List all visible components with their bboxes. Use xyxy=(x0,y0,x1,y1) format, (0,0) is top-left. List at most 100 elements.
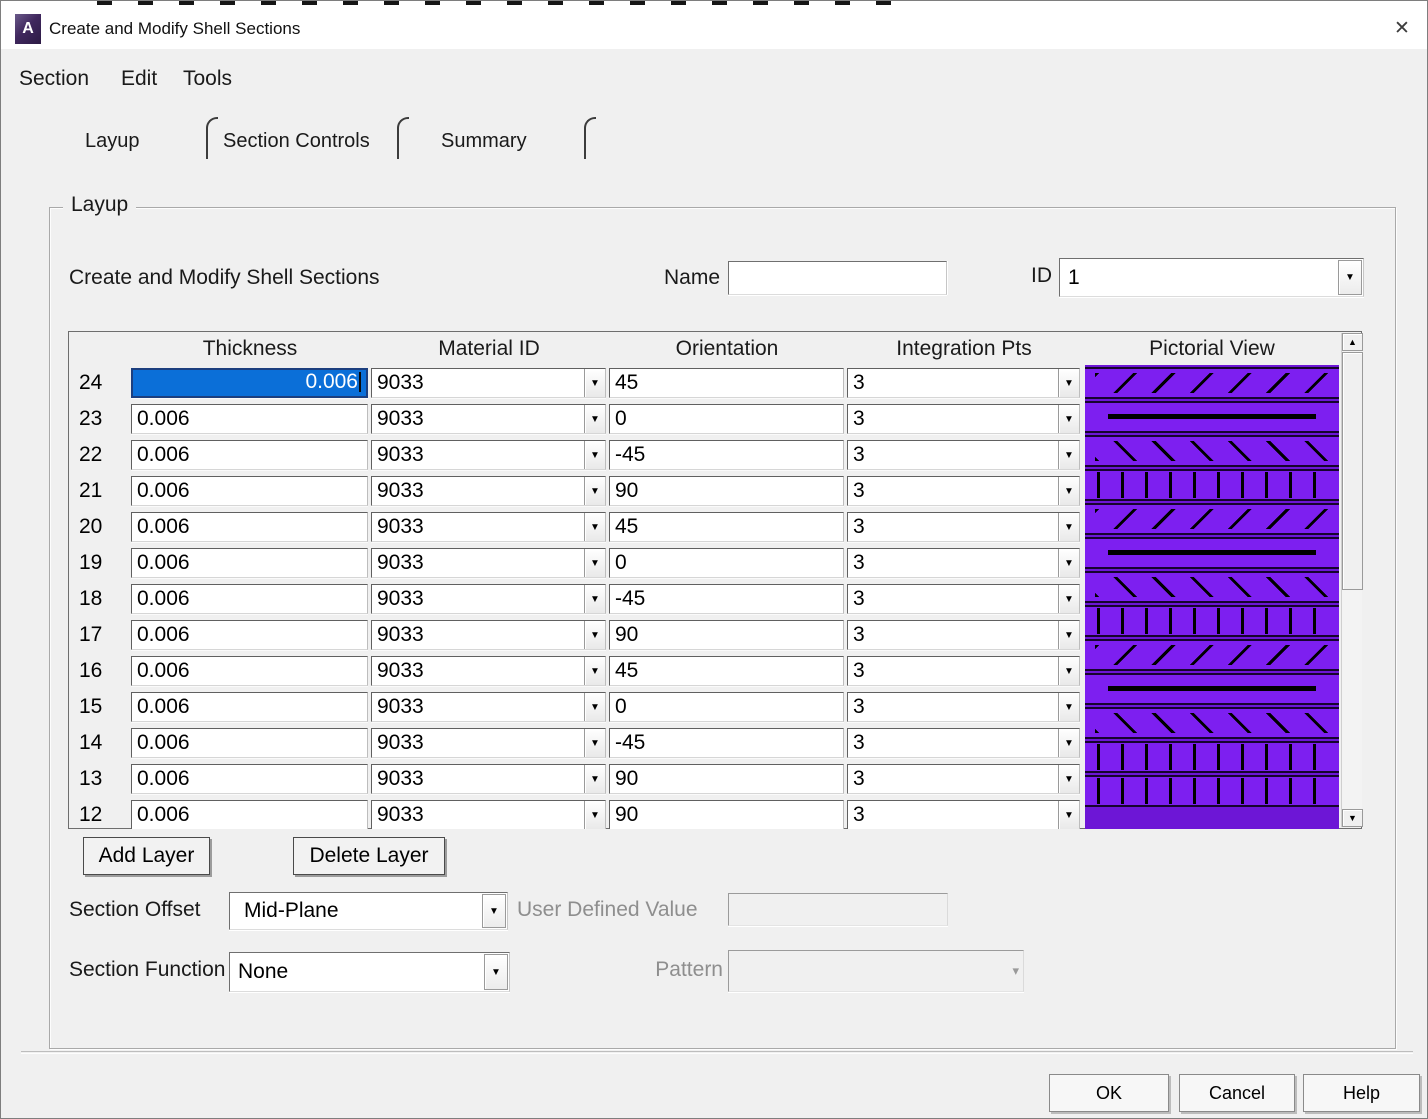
combo-arrow-icon[interactable]: ▼ xyxy=(1058,621,1079,649)
delete-layer-button[interactable]: Delete Layer xyxy=(293,837,445,875)
thickness-field[interactable]: 0.006 xyxy=(131,476,368,506)
orientation-field[interactable]: 90 xyxy=(609,800,844,829)
thickness-field[interactable]: 0.006 xyxy=(131,620,368,650)
cancel-button[interactable]: Cancel xyxy=(1179,1074,1295,1112)
combo-arrow-icon[interactable]: ▼ xyxy=(584,585,605,613)
scrollbar-thumb[interactable] xyxy=(1342,352,1363,590)
menu-item-tools[interactable]: Tools xyxy=(183,67,233,90)
orientation-field[interactable]: 90 xyxy=(609,476,844,506)
combo-arrow-icon[interactable]: ▼ xyxy=(482,894,506,928)
material-id-combobox[interactable]: 9033 ▼ xyxy=(371,656,606,686)
orientation-field[interactable]: 45 xyxy=(609,512,844,542)
combo-arrow-icon[interactable]: ▼ xyxy=(584,477,605,505)
orientation-field[interactable]: 45 xyxy=(609,656,844,686)
integration-pts-combobox[interactable]: 3 ▼ xyxy=(847,800,1080,829)
thickness-field[interactable]: 0.006 xyxy=(131,512,368,542)
material-id-combobox[interactable]: 9033 ▼ xyxy=(371,512,606,542)
integration-pts-combobox[interactable]: 3 ▼ xyxy=(847,584,1080,614)
combo-arrow-icon[interactable]: ▼ xyxy=(584,801,605,829)
tab-layup[interactable]: Layup xyxy=(85,130,140,152)
orientation-field[interactable]: 0 xyxy=(609,404,844,434)
material-id-combobox[interactable]: 9033 ▼ xyxy=(371,764,606,794)
material-id-combobox[interactable]: 9033 ▼ xyxy=(371,584,606,614)
id-combobox[interactable]: 1 ▼ xyxy=(1059,258,1364,297)
combo-arrow-icon[interactable]: ▼ xyxy=(1058,477,1079,505)
thickness-field[interactable]: 0.006 xyxy=(131,584,368,614)
combo-arrow-icon[interactable]: ▼ xyxy=(1058,585,1079,613)
combo-arrow-icon[interactable]: ▼ xyxy=(1058,513,1079,541)
combo-arrow-icon[interactable]: ▼ xyxy=(1058,729,1079,757)
integration-pts-combobox[interactable]: 3 ▼ xyxy=(847,440,1080,470)
orientation-field[interactable]: 0 xyxy=(609,692,844,722)
thickness-field[interactable]: 0.006 xyxy=(131,764,368,794)
thickness-field[interactable]: 0.006 xyxy=(131,548,368,578)
combo-arrow-icon[interactable]: ▼ xyxy=(1338,260,1362,295)
combo-arrow-icon[interactable]: ▼ xyxy=(584,513,605,541)
material-id-combobox[interactable]: 9033 ▼ xyxy=(371,728,606,758)
scroll-up-icon[interactable]: ▲ xyxy=(1342,333,1363,351)
material-id-combobox[interactable]: 9033 ▼ xyxy=(371,404,606,434)
integration-pts-combobox[interactable]: 3 ▼ xyxy=(847,548,1080,578)
combo-arrow-icon[interactable]: ▼ xyxy=(584,441,605,469)
integration-pts-combobox[interactable]: 3 ▼ xyxy=(847,728,1080,758)
orientation-field[interactable]: -45 xyxy=(609,584,844,614)
integration-pts-combobox[interactable]: 3 ▼ xyxy=(847,656,1080,686)
orientation-field[interactable]: -45 xyxy=(609,440,844,470)
table-scrollbar[interactable]: ▲ ▼ xyxy=(1341,333,1363,827)
section-offset-combobox[interactable]: Mid-Plane ▼ xyxy=(229,892,508,930)
integration-pts-combobox[interactable]: 3 ▼ xyxy=(847,620,1080,650)
ok-button[interactable]: OK xyxy=(1049,1074,1169,1112)
combo-arrow-icon[interactable]: ▼ xyxy=(1058,693,1079,721)
combo-arrow-icon[interactable]: ▼ xyxy=(1058,801,1079,829)
material-id-combobox[interactable]: 9033 ▼ xyxy=(371,800,606,829)
combo-arrow-icon[interactable]: ▼ xyxy=(1058,765,1079,793)
tab-summary[interactable]: Summary xyxy=(441,130,527,152)
material-id-combobox[interactable]: 9033 ▼ xyxy=(371,476,606,506)
combo-arrow-icon[interactable]: ▼ xyxy=(1058,549,1079,577)
thickness-field[interactable]: 0.006 xyxy=(131,692,368,722)
scroll-down-icon[interactable]: ▼ xyxy=(1342,809,1363,827)
thickness-field[interactable]: 0.006 xyxy=(131,800,368,829)
thickness-field[interactable]: 0.006 xyxy=(131,656,368,686)
integration-pts-combobox[interactable]: 3 ▼ xyxy=(847,476,1080,506)
material-id-combobox[interactable]: 9033 ▼ xyxy=(371,692,606,722)
material-id-combobox[interactable]: 9033 ▼ xyxy=(371,440,606,470)
combo-arrow-icon[interactable]: ▼ xyxy=(484,954,508,990)
orientation-field[interactable]: -45 xyxy=(609,728,844,758)
menu-item-edit[interactable]: Edit xyxy=(121,67,158,90)
help-button[interactable]: Help xyxy=(1303,1074,1420,1112)
integration-pts-combobox[interactable]: 3 ▼ xyxy=(847,764,1080,794)
orientation-field[interactable]: 90 xyxy=(609,620,844,650)
menu-item-section[interactable]: Section xyxy=(19,67,90,90)
thickness-field[interactable]: 0.006 xyxy=(131,404,368,434)
orientation-field[interactable]: 90 xyxy=(609,764,844,794)
combo-arrow-icon[interactable]: ▼ xyxy=(1058,441,1079,469)
thickness-field[interactable]: 0.006 xyxy=(131,728,368,758)
name-input[interactable] xyxy=(728,261,947,295)
material-id-combobox[interactable]: 9033 ▼ xyxy=(371,620,606,650)
add-layer-button[interactable]: Add Layer xyxy=(83,837,210,875)
combo-arrow-icon[interactable]: ▼ xyxy=(584,657,605,685)
combo-arrow-icon[interactable]: ▼ xyxy=(584,693,605,721)
thickness-field[interactable]: 0.006 xyxy=(131,368,368,398)
combo-arrow-icon[interactable]: ▼ xyxy=(584,729,605,757)
combo-arrow-icon[interactable]: ▼ xyxy=(584,405,605,433)
section-function-combobox[interactable]: None ▼ xyxy=(229,952,510,992)
tab-section-controls[interactable]: Section Controls xyxy=(223,130,370,152)
material-id-combobox[interactable]: 9033 ▼ xyxy=(371,548,606,578)
integration-pts-combobox[interactable]: 3 ▼ xyxy=(847,368,1080,398)
orientation-field[interactable]: 0 xyxy=(609,548,844,578)
close-icon[interactable]: ✕ xyxy=(1394,18,1410,39)
combo-arrow-icon[interactable]: ▼ xyxy=(1058,657,1079,685)
combo-arrow-icon[interactable]: ▼ xyxy=(1058,369,1079,397)
material-id-combobox[interactable]: 9033 ▼ xyxy=(371,368,606,398)
combo-arrow-icon[interactable]: ▼ xyxy=(584,369,605,397)
orientation-field[interactable]: 45 xyxy=(609,368,844,398)
integration-pts-combobox[interactable]: 3 ▼ xyxy=(847,512,1080,542)
integration-pts-combobox[interactable]: 3 ▼ xyxy=(847,692,1080,722)
integration-pts-combobox[interactable]: 3 ▼ xyxy=(847,404,1080,434)
combo-arrow-icon[interactable]: ▼ xyxy=(584,765,605,793)
combo-arrow-icon[interactable]: ▼ xyxy=(1058,405,1079,433)
combo-arrow-icon[interactable]: ▼ xyxy=(584,549,605,577)
combo-arrow-icon[interactable]: ▼ xyxy=(584,621,605,649)
